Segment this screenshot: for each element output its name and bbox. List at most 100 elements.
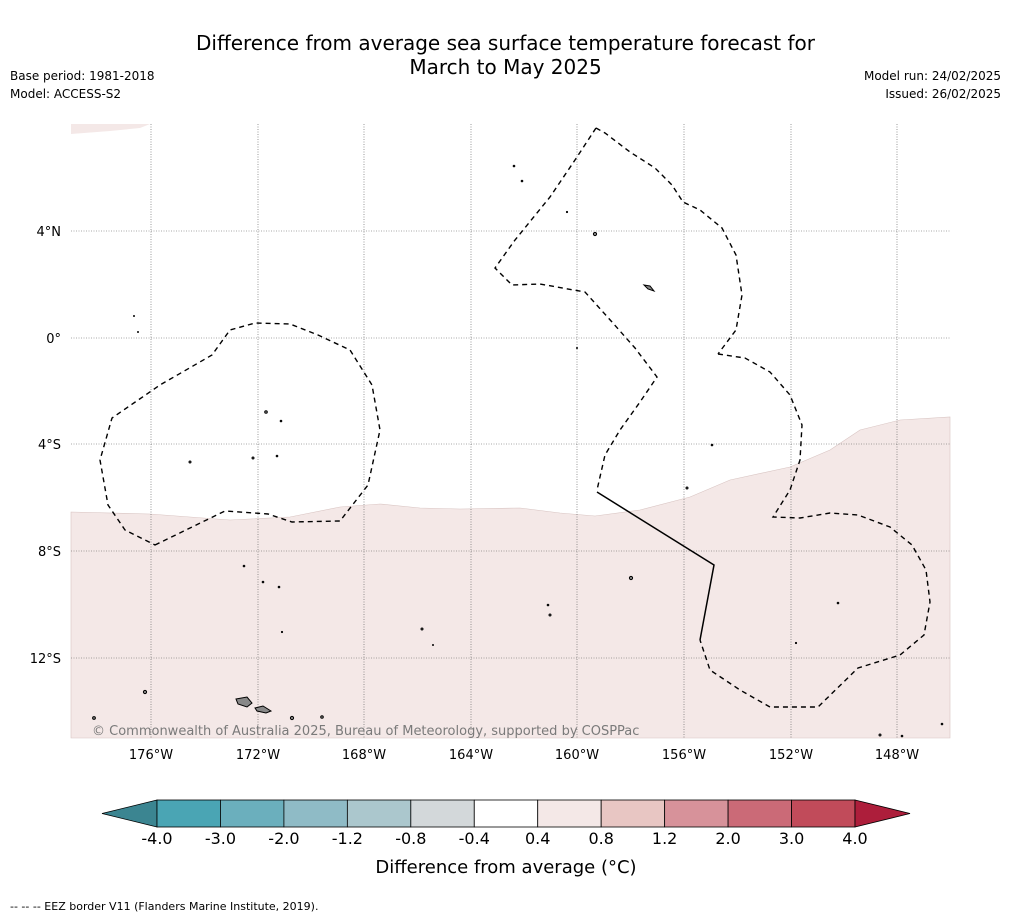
colorbar-cell [473, 799, 539, 828]
colorbar-cell [537, 799, 602, 828]
longitude-labels: 176°W 172°W 168°W 164°W 160°W 156°W 152°… [129, 748, 919, 763]
island-small [642, 284, 656, 293]
colorbar-tick-label: 3.0 [779, 829, 804, 848]
colorbar-tick-label: -2.0 [268, 829, 299, 848]
island-dot [878, 733, 882, 737]
lon-label-152w: 152°W [769, 748, 813, 763]
island-dot [520, 179, 524, 183]
eez-border-east [699, 353, 931, 708]
colorbar-cell [791, 799, 856, 828]
island-dot [142, 689, 148, 695]
colorbar-cell [410, 799, 475, 828]
lon-label-148w: 148°W [875, 748, 919, 763]
island-dot [280, 630, 284, 634]
lon-label-156w: 156°W [662, 748, 706, 763]
island-dot [628, 575, 634, 581]
island-dot [251, 456, 255, 460]
island-dot [242, 564, 246, 568]
colorbar-tick-label: -4.0 [141, 829, 172, 848]
lon-label-176w: 176°W [129, 748, 173, 763]
island-dot [420, 627, 424, 631]
colorbar-tick-labels: -4.0 -3.0 -2.0 -1.2 -0.8 -0.4 0.4 0.8 1.2 2.0 3.0 4… [141, 829, 867, 848]
island-dot [275, 454, 279, 458]
islands [92, 164, 944, 738]
colorbar-tick-label: 0.8 [588, 829, 613, 848]
island-dot [264, 410, 268, 414]
colorbar-tick-label: -3.0 [205, 829, 236, 848]
island-dot [900, 734, 904, 738]
island-dot [546, 603, 550, 607]
anomaly-region-south [70, 416, 951, 739]
island-dot [565, 210, 569, 214]
colorbar-cell [600, 799, 666, 828]
colorbar-tick-label: -1.2 [332, 829, 363, 848]
graticule [71, 124, 950, 738]
colorbar-tick-label: 2.0 [715, 829, 740, 848]
latitude-labels: 4°N 0° 4°S 8°S 12°S [30, 225, 61, 667]
lat-label-12s: 12°S [30, 652, 61, 667]
island-dot [592, 231, 598, 237]
map-panel: © Commonwealth of Australia 2025, Bureau… [70, 124, 951, 739]
lat-label-0: 0° [46, 332, 61, 347]
eez-border-central [494, 127, 658, 491]
model-name: Model: ACCESS-S2 [10, 87, 122, 101]
colorbar-cell [220, 799, 285, 828]
eez-border-solid [596, 491, 715, 641]
anomaly-region-north [71, 124, 150, 134]
island-dot [512, 164, 516, 168]
colorbar-cell [664, 799, 729, 828]
colorbar-tick-label: -0.8 [395, 829, 426, 848]
lon-label-160w: 160°W [555, 748, 599, 763]
colorbar-tick-label: 0.4 [525, 829, 550, 848]
lat-label-4s: 4°S [38, 438, 61, 453]
island-dot [710, 443, 714, 447]
colorbar-under-arrow [101, 799, 158, 828]
copyright-notice: © Commonwealth of Australia 2025, Bureau… [92, 724, 639, 739]
lon-label-168w: 168°W [342, 748, 386, 763]
eez-border-west [99, 322, 381, 546]
colorbar-cell [156, 799, 221, 828]
island-dot [289, 715, 295, 721]
eez-border-north [595, 127, 743, 355]
colorbar-over-arrow [854, 799, 911, 828]
eez-borders [99, 127, 931, 708]
colorbar-cell [727, 799, 792, 828]
eez-legend-note: -- -- -- EEZ border V11 (Flanders Marine… [10, 900, 319, 913]
colorbar-cells [156, 799, 856, 828]
island-dot [261, 580, 265, 584]
lat-label-8s: 8°S [38, 545, 61, 560]
meta-left: Base period: 1981-2018 Model: ACCESS-S2 [10, 67, 155, 103]
meta-right: Model run: 24/02/2025 Issued: 26/02/2025 [864, 67, 1001, 103]
colorbar: -4.0 -3.0 -2.0 -1.2 -0.8 -0.4 0.4 0.8 1.2 2.0 3.0 4… [101, 799, 911, 878]
island-large-2 [254, 705, 273, 714]
island-dot [279, 419, 283, 423]
lon-label-164w: 164°W [449, 748, 493, 763]
lat-label-4n: 4°N [37, 225, 62, 240]
island-dot [320, 715, 324, 719]
colorbar-tick-label: 1.2 [652, 829, 677, 848]
map-title-line1: Difference from average sea surface temp… [195, 31, 815, 55]
colorbar-cell [283, 799, 348, 828]
island-dot [836, 601, 840, 605]
lon-label-172w: 172°W [236, 748, 280, 763]
colorbar-cell [346, 799, 412, 828]
island-dot [548, 613, 552, 617]
island-dot [940, 722, 944, 726]
colorbar-tick-label: -0.4 [459, 829, 490, 848]
colorbar-tick-label: 4.0 [842, 829, 867, 848]
base-period: Base period: 1981-2018 [10, 69, 155, 83]
model-run: Model run: 24/02/2025 [863, 69, 1001, 83]
island-dot [685, 486, 689, 490]
island-dot [576, 347, 578, 349]
map-title-line2: March to May 2025 [409, 55, 602, 79]
island-dot [188, 460, 192, 464]
island-dot [133, 315, 135, 317]
island-dot [92, 716, 96, 720]
colorbar-title: Difference from average (°C) [375, 857, 636, 878]
issued-date: Issued: 26/02/2025 [885, 87, 1001, 101]
island-dot [137, 331, 139, 333]
island-large-1 [235, 696, 253, 708]
island-dot [277, 585, 281, 589]
island-dot [432, 644, 434, 646]
